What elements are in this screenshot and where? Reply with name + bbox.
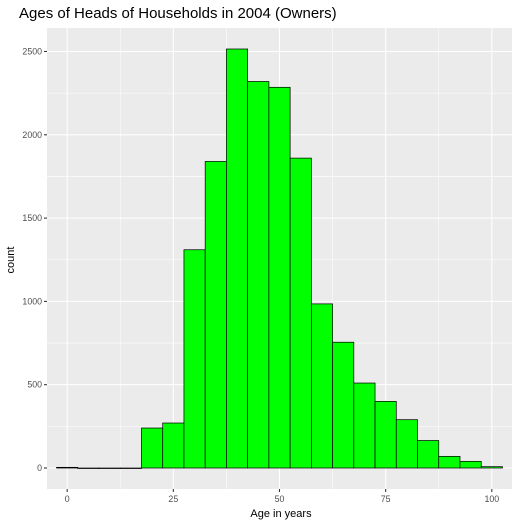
histogram-bar [184,250,205,468]
histogram-bar [481,467,502,468]
y-tick-label: 0 [37,463,42,473]
y-tick-label: 1500 [22,213,42,223]
histogram-bar [333,342,354,468]
histogram-bar [396,420,417,468]
x-tick-label: 75 [381,494,391,504]
y-axis-title: count [5,247,17,274]
histogram-bar [205,161,226,468]
y-axis-ticks: 0 500 1000 1500 2000 2500 [22,46,47,473]
histogram-bar [269,87,290,468]
histogram-bar [375,401,396,468]
y-tick-label: 1000 [22,296,42,306]
histogram-bar [78,468,99,469]
y-tick-label: 500 [27,380,42,390]
histogram-bar [354,383,375,468]
histogram-bar [120,468,141,469]
x-tick-label: 100 [484,494,499,504]
x-tick-label: 25 [168,494,178,504]
histogram-bar [226,49,247,468]
histogram-bar [460,461,481,468]
histogram-bar [57,467,78,468]
histogram-bar [141,428,162,468]
x-axis-ticks: 0 25 50 75 100 [65,489,500,504]
x-axis-title: Age in years [250,508,312,520]
chart-title: Ages of Heads of Households in 2004 (Own… [19,5,337,22]
histogram-bar [99,468,120,469]
histogram-bar [163,423,184,468]
y-tick-label: 2500 [22,46,42,56]
histogram-bar [248,81,269,468]
x-tick-label: 0 [65,494,70,504]
histogram-bar [418,441,439,468]
histogram-bar [311,304,332,468]
x-tick-label: 50 [275,494,285,504]
y-tick-label: 2000 [22,130,42,140]
histogram-bar [439,456,460,468]
histogram-bar [290,158,311,468]
